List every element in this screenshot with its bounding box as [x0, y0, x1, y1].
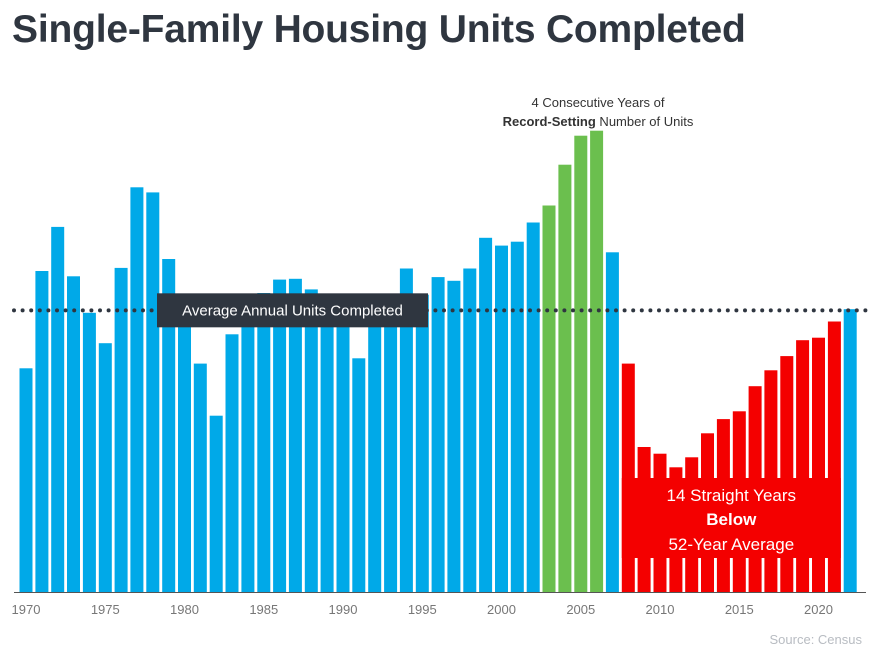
bar-2003 — [542, 205, 556, 592]
chart-title: Single-Family Housing Units Completed — [12, 8, 746, 51]
source-note: Source: Census — [769, 632, 863, 647]
bar-1994 — [399, 268, 413, 592]
bar-1976 — [114, 267, 128, 592]
below-average-line3: 52-Year Average — [668, 535, 794, 554]
bar-1986 — [273, 279, 287, 592]
record-setting-annotation: 4 Consecutive Years of Record-Setting Nu… — [503, 95, 694, 129]
bar-1984 — [241, 306, 255, 592]
x-tick-label-1970: 1970 — [12, 602, 41, 617]
bar-1985 — [257, 293, 271, 592]
average-label: Average Annual Units Completed — [182, 302, 403, 319]
average-label-box: Average Annual Units Completed — [157, 293, 428, 328]
record-annotation-bold: Record-Setting — [503, 114, 596, 129]
bar-1970 — [19, 368, 33, 592]
bar-1993 — [384, 302, 398, 592]
x-tick-label-2015: 2015 — [725, 602, 754, 617]
bar-1990 — [336, 322, 350, 592]
average-label-background — [157, 293, 428, 328]
bar-1981 — [193, 363, 207, 592]
x-tick-label-1990: 1990 — [329, 602, 358, 617]
bar-2022 — [843, 309, 857, 592]
bar-2004 — [558, 164, 572, 592]
bar-1982 — [209, 415, 223, 592]
x-tick-label-2020: 2020 — [804, 602, 833, 617]
bar-1999 — [479, 237, 493, 593]
record-annotation-line1: 4 Consecutive Years of — [532, 95, 665, 110]
x-tick-label-2005: 2005 — [566, 602, 595, 617]
bar-1996 — [431, 277, 445, 592]
bar-1975 — [98, 343, 112, 592]
bar-1989 — [320, 305, 334, 592]
x-tick-label-1985: 1985 — [249, 602, 278, 617]
bar-1997 — [447, 280, 461, 592]
x-tick-label-1995: 1995 — [408, 602, 437, 617]
bar-1971 — [35, 271, 49, 592]
bar-1974 — [82, 312, 96, 592]
bar-1973 — [67, 276, 80, 592]
record-annotation-rest: Number of Units — [596, 114, 694, 129]
x-tick-label-1980: 1980 — [170, 602, 199, 617]
below-average-background — [621, 478, 841, 558]
bar-1978 — [146, 192, 160, 592]
bar-1980 — [178, 325, 191, 592]
bar-1991 — [352, 358, 366, 592]
bar-1988 — [304, 289, 318, 592]
x-tick-label-1975: 1975 — [91, 602, 120, 617]
bar-2000 — [495, 245, 508, 592]
record-annotation-line2: Record-Setting Number of Units — [503, 114, 694, 129]
bar-1972 — [51, 226, 65, 592]
below-average-line2: Below — [706, 510, 757, 529]
bar-1977 — [130, 187, 144, 593]
bar-1987 — [288, 278, 302, 592]
bar-1979 — [162, 259, 176, 592]
x-axis-ticks: 1970 1975 1980 1985 1990 1995 2000 2005 2010 2015… — [12, 602, 833, 617]
bar-2002 — [526, 222, 540, 592]
bars-group — [19, 130, 857, 593]
bar-1998 — [463, 268, 477, 592]
bar-1992 — [368, 323, 382, 592]
bar-2006 — [590, 130, 604, 592]
bar-2007 — [605, 252, 619, 593]
bar-2001 — [510, 241, 524, 592]
x-tick-label-2010: 2010 — [646, 602, 675, 617]
x-tick-label-2000: 2000 — [487, 602, 516, 617]
below-average-annotation: 14 Straight Years Below 52-Year Average — [621, 478, 841, 558]
bar-1983 — [225, 334, 239, 592]
below-average-line1: 14 Straight Years — [667, 486, 796, 505]
bar-2005 — [574, 135, 588, 592]
bar-1995 — [415, 294, 429, 592]
